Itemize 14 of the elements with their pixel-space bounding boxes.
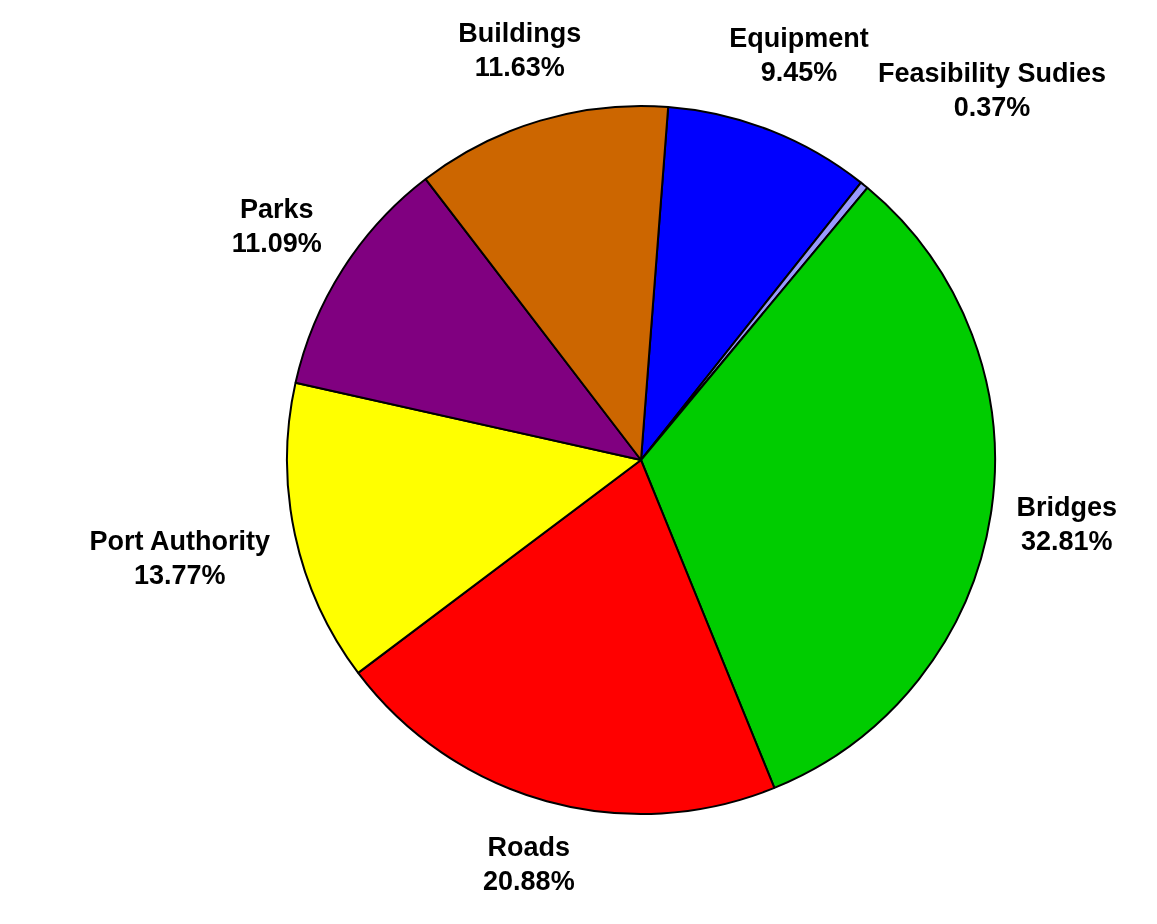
data-label: 32.81% bbox=[1021, 526, 1113, 557]
data-label: 20.88% bbox=[483, 866, 575, 897]
data-label: 11.63% bbox=[474, 51, 565, 82]
slice-label: Equipment bbox=[729, 23, 869, 54]
data-label: 9.45% bbox=[760, 57, 838, 88]
data-label: 11.09% bbox=[231, 227, 322, 258]
slice-label: Roads bbox=[487, 832, 571, 863]
data-label: 13.77% bbox=[133, 559, 226, 590]
slice-label: Bridges bbox=[1016, 492, 1118, 523]
slice-label: Port Authority bbox=[89, 525, 270, 556]
slice-label: Feasibility Sudies bbox=[877, 58, 1107, 89]
data-label: 0.37% bbox=[953, 92, 1031, 123]
slice-label: Buildings bbox=[458, 17, 582, 48]
slice-label: Parks bbox=[239, 193, 314, 224]
